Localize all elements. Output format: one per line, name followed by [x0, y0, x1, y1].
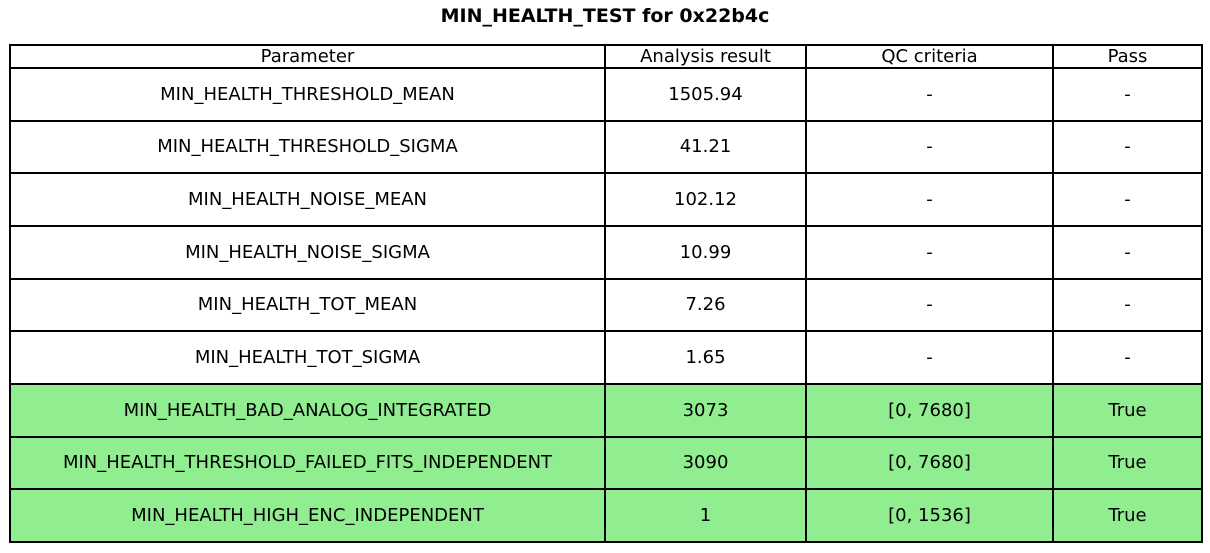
cell-parameter: MIN_HEALTH_NOISE_MEAN [9, 172, 606, 227]
cell-qc-criteria: [0, 7680] [805, 435, 1054, 491]
cell-pass: - [1052, 224, 1203, 280]
table-row: MIN_HEALTH_BAD_ANALOG_INTEGRATED 3073 [0, … [9, 382, 1203, 438]
cell-qc-criteria: [0, 1536] [805, 488, 1054, 543]
cell-pass: - [1052, 172, 1203, 227]
cell-analysis-result: 1505.94 [604, 67, 807, 122]
cell-parameter: MIN_HEALTH_BAD_ANALOG_INTEGRATED [9, 382, 606, 438]
cell-qc-criteria: - [805, 224, 1054, 280]
table-row: MIN_HEALTH_HIGH_ENC_INDEPENDENT 1 [0, 1536… [9, 488, 1203, 543]
cell-pass: - [1052, 330, 1203, 385]
table-row: MIN_HEALTH_THRESHOLD_MEAN 1505.94- - [9, 67, 1203, 122]
column-header-analysis-result: Analysis result [604, 44, 807, 69]
cell-qc-criteria: - [805, 330, 1054, 385]
cell-pass: - [1052, 119, 1203, 175]
column-header-qc-criteria: QC criteria [805, 44, 1054, 69]
cell-analysis-result: 3073 [604, 382, 807, 438]
page-title: MIN_HEALTH_TEST for 0x22b4c [440, 5, 770, 27]
cell-parameter: MIN_HEALTH_THRESHOLD_FAILED_FITS_INDEPEN… [9, 435, 606, 491]
cell-qc-criteria: - [805, 67, 1054, 122]
cell-analysis-result: 102.12 [604, 172, 807, 227]
cell-analysis-result: 1 [604, 488, 807, 543]
cell-parameter: MIN_HEALTH_HIGH_ENC_INDEPENDENT [9, 488, 606, 543]
table-row: MIN_HEALTH_THRESHOLD_FAILED_FITS_INDEPEN… [9, 435, 1203, 491]
table-row: MIN_HEALTH_THRESHOLD_SIGMA 41.21- - [9, 119, 1203, 175]
table-row: MIN_HEALTH_TOT_MEAN 7.26- - [9, 277, 1203, 333]
cell-analysis-result: 7.26 [604, 277, 807, 333]
cell-analysis-result: 10.99 [604, 224, 807, 280]
table-row: MIN_HEALTH_NOISE_SIGMA 10.99- - [9, 224, 1203, 280]
header-row: Parameter Analysis result QC criteria Pa… [9, 44, 1203, 69]
column-header-pass: Pass [1052, 44, 1203, 69]
table-row: MIN_HEALTH_TOT_SIGMA 1.65- - [9, 330, 1203, 385]
cell-pass: - [1052, 277, 1203, 333]
cell-analysis-result: 3090 [604, 435, 807, 491]
cell-parameter: MIN_HEALTH_TOT_SIGMA [9, 330, 606, 385]
cell-qc-criteria: - [805, 277, 1054, 333]
cell-qc-criteria: - [805, 119, 1054, 175]
cell-parameter: MIN_HEALTH_THRESHOLD_MEAN [9, 67, 606, 122]
cell-qc-criteria: [0, 7680] [805, 382, 1054, 438]
qc-results-table: Parameter Analysis result QC criteria Pa… [9, 44, 1203, 543]
table-row: MIN_HEALTH_NOISE_MEAN 102.12- - [9, 172, 1203, 227]
cell-pass: - [1052, 67, 1203, 122]
column-header-parameter: Parameter [9, 44, 606, 69]
cell-analysis-result: 1.65 [604, 330, 807, 385]
cell-analysis-result: 41.21 [604, 119, 807, 175]
cell-qc-criteria: - [805, 172, 1054, 227]
cell-parameter: MIN_HEALTH_NOISE_SIGMA [9, 224, 606, 280]
cell-pass: True [1052, 435, 1203, 491]
cell-pass: True [1052, 382, 1203, 438]
cell-parameter: MIN_HEALTH_TOT_MEAN [9, 277, 606, 333]
cell-parameter: MIN_HEALTH_THRESHOLD_SIGMA [9, 119, 606, 175]
cell-pass: True [1052, 488, 1203, 543]
